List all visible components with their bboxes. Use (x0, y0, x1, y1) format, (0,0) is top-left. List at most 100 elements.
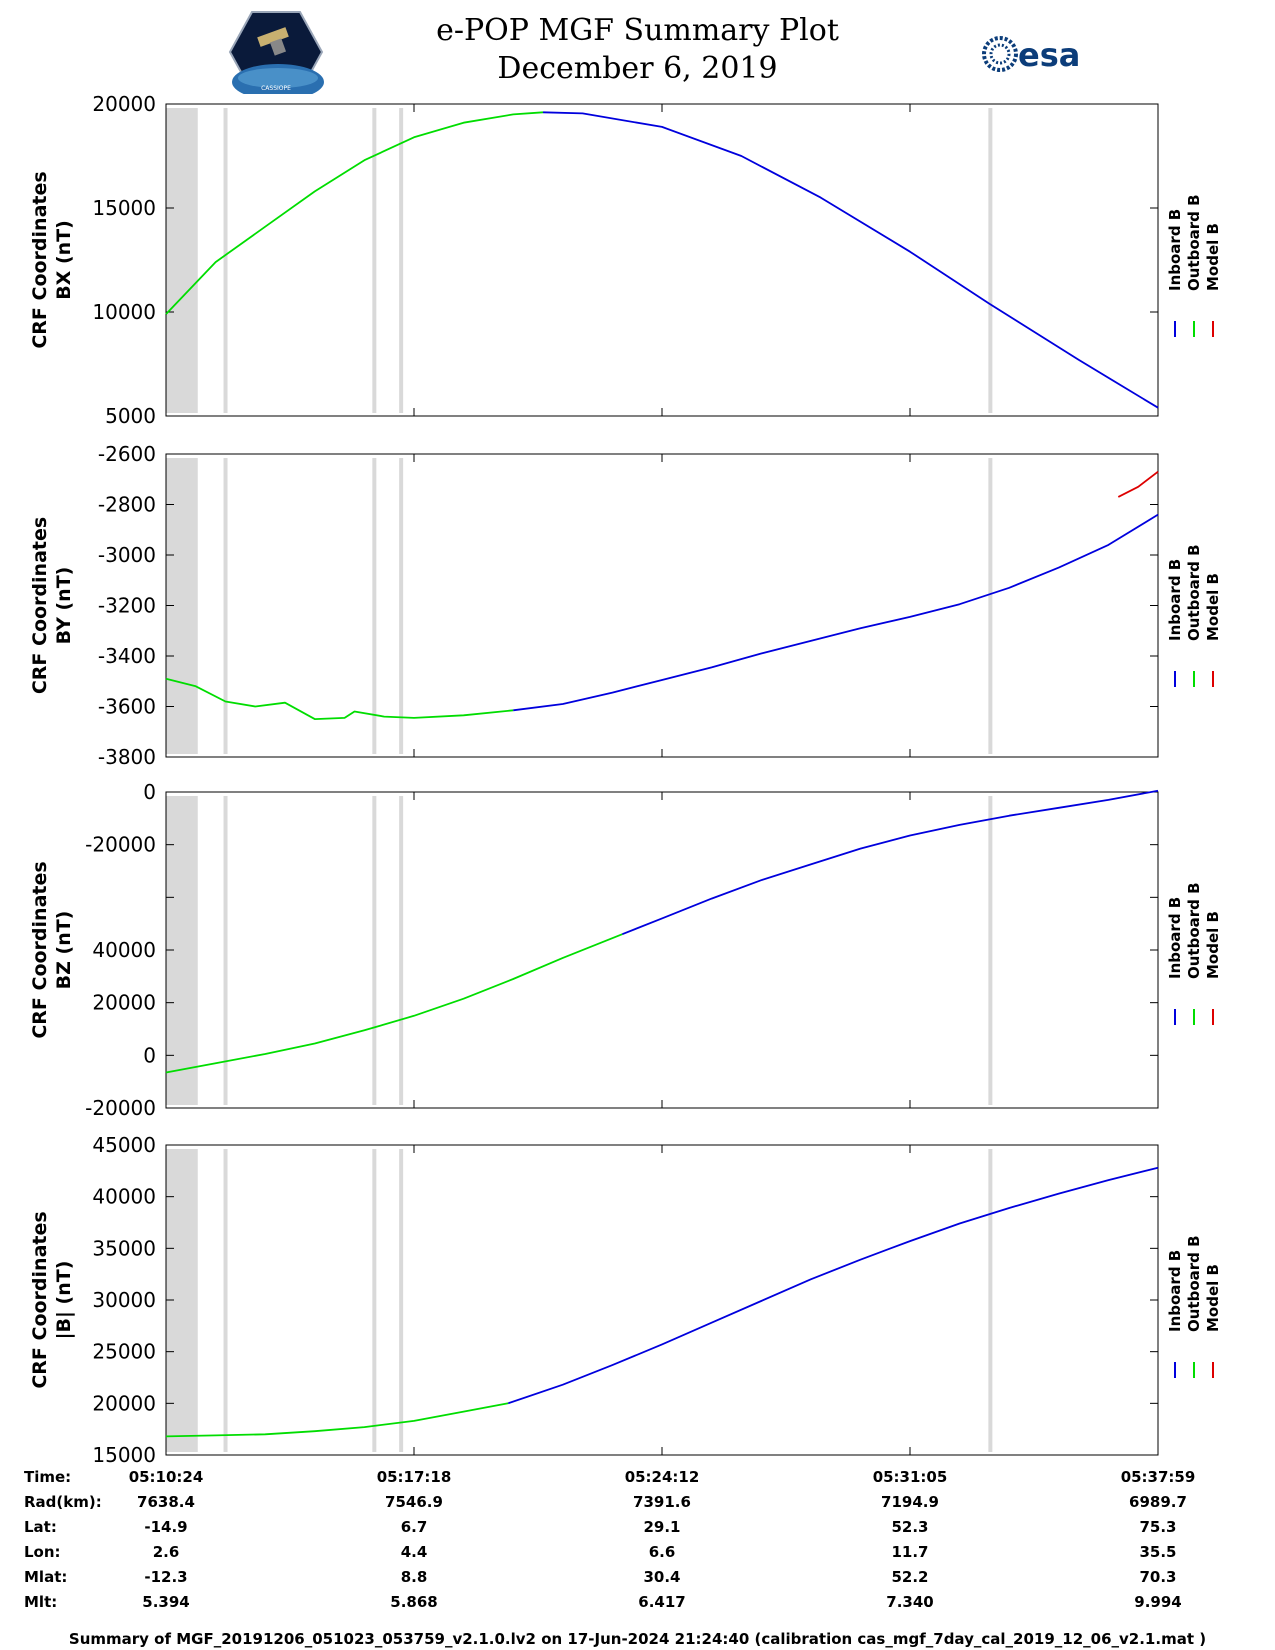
y-tick-label: 45000 (92, 1133, 156, 1157)
axes-frame (165, 1144, 1159, 1456)
legend-label: Outboard B (1185, 882, 1203, 979)
table-cell: -12.3 (144, 1568, 188, 1586)
data-gap-shade (166, 108, 198, 413)
series-line-inboard-b (513, 513, 1159, 712)
table-cell: 9.994 (1134, 1593, 1182, 1611)
legend-label: Inboard B (1166, 559, 1184, 641)
data-gap-shade (988, 1149, 993, 1452)
plot-title: e-POP MGF Summary Plot (436, 13, 839, 48)
y-axis-label: BZ (nT) (53, 911, 75, 990)
y-tick-label: 10000 (92, 300, 156, 324)
y-tick-label: -20000 (85, 833, 156, 857)
table-cell: 6.417 (638, 1593, 686, 1611)
esa-logo: esa (982, 36, 1080, 74)
table-cell: 2.6 (152, 1543, 180, 1561)
table-cell: 11.7 (891, 1543, 929, 1561)
table-cell: 05:31:05 (872, 1468, 948, 1486)
series-line-model-b (1117, 470, 1159, 498)
table-cell: 52.3 (891, 1518, 929, 1536)
legend-label: Model B (1204, 1264, 1222, 1332)
y-tick-label: -20000 (85, 1096, 156, 1120)
axes-frame (165, 453, 1159, 758)
table-cell: 05:10:24 (128, 1468, 204, 1486)
table-cell: 29.1 (643, 1518, 681, 1536)
table-row-label: Mlat: (24, 1568, 68, 1586)
y-tick-label: 20000 (92, 1391, 156, 1415)
data-gap-shade (372, 458, 377, 754)
series-line-outboard-b (165, 1402, 509, 1438)
data-gap-shade (372, 1149, 377, 1452)
table-cell: 70.3 (1139, 1568, 1177, 1586)
series-line-outboard-b (165, 933, 623, 1074)
legend-label: Inboard B (1166, 209, 1184, 291)
table-cell: 52.2 (891, 1568, 929, 1586)
y-tick-label: 15000 (92, 196, 156, 220)
table-row-label: Rad(km): (24, 1493, 102, 1511)
table-row-label: Mlt: (24, 1593, 58, 1611)
legend-label: Inboard B (1166, 897, 1184, 979)
table-cell: 6.6 (648, 1543, 676, 1561)
y-tick-label: 30000 (92, 1288, 156, 1312)
table-cell: 7.340 (886, 1593, 934, 1611)
axes-frame (165, 791, 1159, 1109)
y-axis-label: CRF Coordinates (29, 861, 51, 1038)
data-gap-shade (399, 796, 404, 1105)
data-gap-shade (372, 108, 377, 413)
table-cell: 7638.4 (137, 1493, 195, 1511)
series-line-inboard-b (621, 789, 1159, 936)
table-cell: 8.8 (400, 1568, 428, 1586)
table-row-label: Time: (24, 1468, 72, 1486)
table-cell: 7391.6 (633, 1493, 691, 1511)
data-gap-shade (988, 108, 993, 413)
y-tick-label: -2600 (98, 442, 156, 466)
table-cell: 05:24:12 (624, 1468, 700, 1486)
data-gap-shade (223, 108, 228, 413)
y-tick-label: 0 (143, 780, 156, 804)
table-cell: 05:37:59 (1120, 1468, 1196, 1486)
esa-logo-text: esa (1018, 36, 1080, 74)
y-tick-label: 35000 (92, 1236, 156, 1260)
legend-label: Model B (1204, 911, 1222, 979)
table-cell: 6989.7 (1129, 1493, 1187, 1511)
y-tick-label: 20000 (92, 991, 156, 1015)
y-axis-label: CRF Coordinates (29, 171, 51, 348)
table-cell: 5.868 (390, 1593, 438, 1611)
table-cell: 5.394 (142, 1593, 190, 1611)
data-gap-shade (223, 796, 228, 1105)
y-tick-label: -2800 (98, 493, 156, 517)
y-tick-label: -3600 (98, 695, 156, 719)
footer-caption: Summary of MGF_20191206_051023_053759_v2… (68, 1630, 1207, 1648)
series-line-outboard-b (165, 111, 544, 315)
legend-label: Model B (1204, 223, 1222, 291)
y-tick-label: -3800 (98, 745, 156, 769)
series-line-inboard-b (542, 111, 1159, 409)
table-cell: 7546.9 (385, 1493, 443, 1511)
table-cell: 30.4 (643, 1568, 681, 1586)
y-axis-label: BY (nT) (53, 567, 75, 645)
table-cell: 4.4 (400, 1543, 428, 1561)
data-gap-shade (399, 108, 404, 413)
data-gap-shade (988, 458, 993, 754)
cassiope-logo: CASSIOPE (228, 11, 324, 94)
y-tick-label: 40000 (92, 1185, 156, 1209)
data-gap-shade (399, 1149, 404, 1452)
legend-label: Inboard B (1166, 1250, 1184, 1332)
y-tick-label: -3200 (98, 594, 156, 618)
legend-label: Outboard B (1185, 194, 1203, 291)
y-axis-label: |B| (nT) (53, 1261, 75, 1340)
y-tick-label: -3400 (98, 644, 156, 668)
y-tick-label: 0 (143, 1043, 156, 1067)
series-line-outboard-b (165, 677, 514, 720)
legend-label: Outboard B (1185, 1235, 1203, 1332)
data-gap-shade (223, 458, 228, 754)
y-axis-label: CRF Coordinates (29, 517, 51, 694)
y-tick-label: -3000 (98, 543, 156, 567)
table-cell: 05:17:18 (376, 1468, 452, 1486)
table-row-label: Lat: (24, 1518, 57, 1536)
y-tick-label: 40000 (92, 938, 156, 962)
y-tick-label: 25000 (92, 1340, 156, 1364)
legend-label: Model B (1204, 573, 1222, 641)
table-row-label: Lon: (24, 1543, 61, 1561)
table-cell: 6.7 (400, 1518, 428, 1536)
